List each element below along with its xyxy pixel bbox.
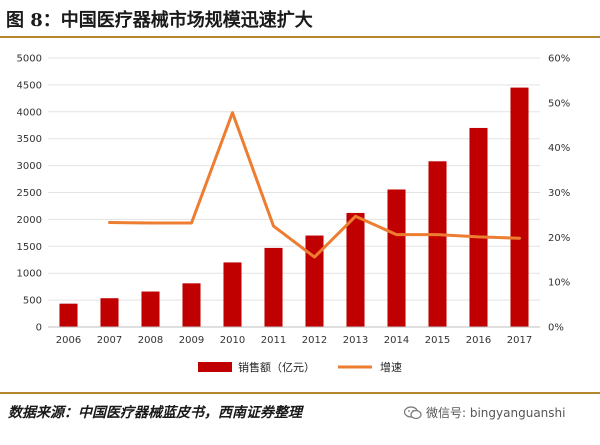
x-tick-label: 2012: [302, 335, 327, 346]
y-right-tick-label: 30%: [548, 188, 570, 199]
x-tick-label: 2015: [425, 335, 450, 346]
source-note: 数据来源：中国医疗器械蓝皮书，西南证券整理: [8, 405, 302, 421]
bar: [100, 298, 119, 327]
y-left-tick-label: 3000: [17, 161, 42, 172]
x-tick-label: 2006: [56, 335, 81, 346]
bar: [387, 189, 406, 327]
legend-label-line: 增速: [380, 360, 402, 374]
x-tick-label: 2007: [97, 335, 122, 346]
bar: [305, 235, 324, 327]
y-left-tick-label: 1500: [17, 242, 42, 253]
y-right-tick-label: 10%: [548, 278, 570, 289]
figure-title: 图 8：中国医疗器械市场规模迅速扩大: [6, 10, 313, 31]
bar: [510, 87, 529, 327]
source-rule: [0, 392, 600, 394]
y-left-tick-label: 4000: [17, 107, 42, 118]
title-rule: [0, 36, 600, 38]
y-left-tick-label: 5000: [17, 54, 42, 65]
x-tick-label: 2017: [507, 335, 532, 346]
y-left-tick-label: 1000: [17, 269, 42, 280]
x-axis: 2006 2007 2008 2009 2010 2011 2012 2013 2014 2015…: [48, 326, 540, 346]
x-tick-label: 2014: [384, 335, 409, 346]
x-tick-label: 2008: [138, 335, 163, 346]
y-right-tick-label: 50%: [548, 98, 570, 109]
x-tick-label: 2013: [343, 335, 368, 346]
legend-swatch-bar: [198, 362, 232, 372]
bar: [182, 283, 201, 327]
x-tick-label: 2011: [261, 335, 286, 346]
y-right-tick-label: 0%: [548, 323, 564, 334]
watermark: 微信号: bingyanguanshi: [400, 404, 570, 421]
x-tick-label: 2016: [466, 335, 491, 346]
bar: [59, 303, 78, 327]
y-axis-right: 0% 10% 20% 30% 40% 50% 60%: [548, 54, 570, 334]
bar: [346, 212, 365, 327]
y-right-tick-label: 40%: [548, 143, 570, 154]
bar: [428, 161, 447, 327]
chart: 2006 2007 2008 2009 2010 2011 2012 2013 2014 2015…: [17, 54, 571, 375]
bar: [469, 127, 488, 327]
y-right-tick-label: 20%: [548, 233, 570, 244]
wechat-icon: [404, 405, 422, 419]
y-left-tick-label: 3500: [17, 134, 42, 145]
legend: 销售额（亿元） 增速: [198, 360, 402, 374]
title-bar: 图 8：中国医疗器械市场规模迅速扩大: [0, 0, 600, 36]
bar: [141, 291, 160, 327]
bar: [264, 247, 283, 327]
y-axis-left: 0 500 1000 1500 2000 2500 3000 3500 4000 4500 5000: [17, 54, 42, 334]
bar: [223, 262, 242, 327]
y-left-tick-label: 4500: [17, 80, 42, 91]
growth-line: [108, 111, 521, 259]
watermark-text: 微信号: bingyanguanshi: [426, 406, 566, 420]
y-left-tick-label: 2000: [17, 215, 42, 226]
y-left-tick-label: 0: [36, 323, 42, 334]
gridlines: [48, 57, 540, 328]
legend-label-bar: 销售额（亿元）: [238, 360, 315, 374]
bar-series: [59, 87, 529, 327]
y-left-tick-label: 2500: [17, 188, 42, 199]
x-tick-label: 2010: [220, 335, 245, 346]
y-left-tick-label: 500: [23, 296, 42, 307]
x-tick-label: 2009: [179, 335, 204, 346]
y-right-tick-label: 60%: [548, 54, 570, 65]
line-series: [108, 111, 521, 259]
